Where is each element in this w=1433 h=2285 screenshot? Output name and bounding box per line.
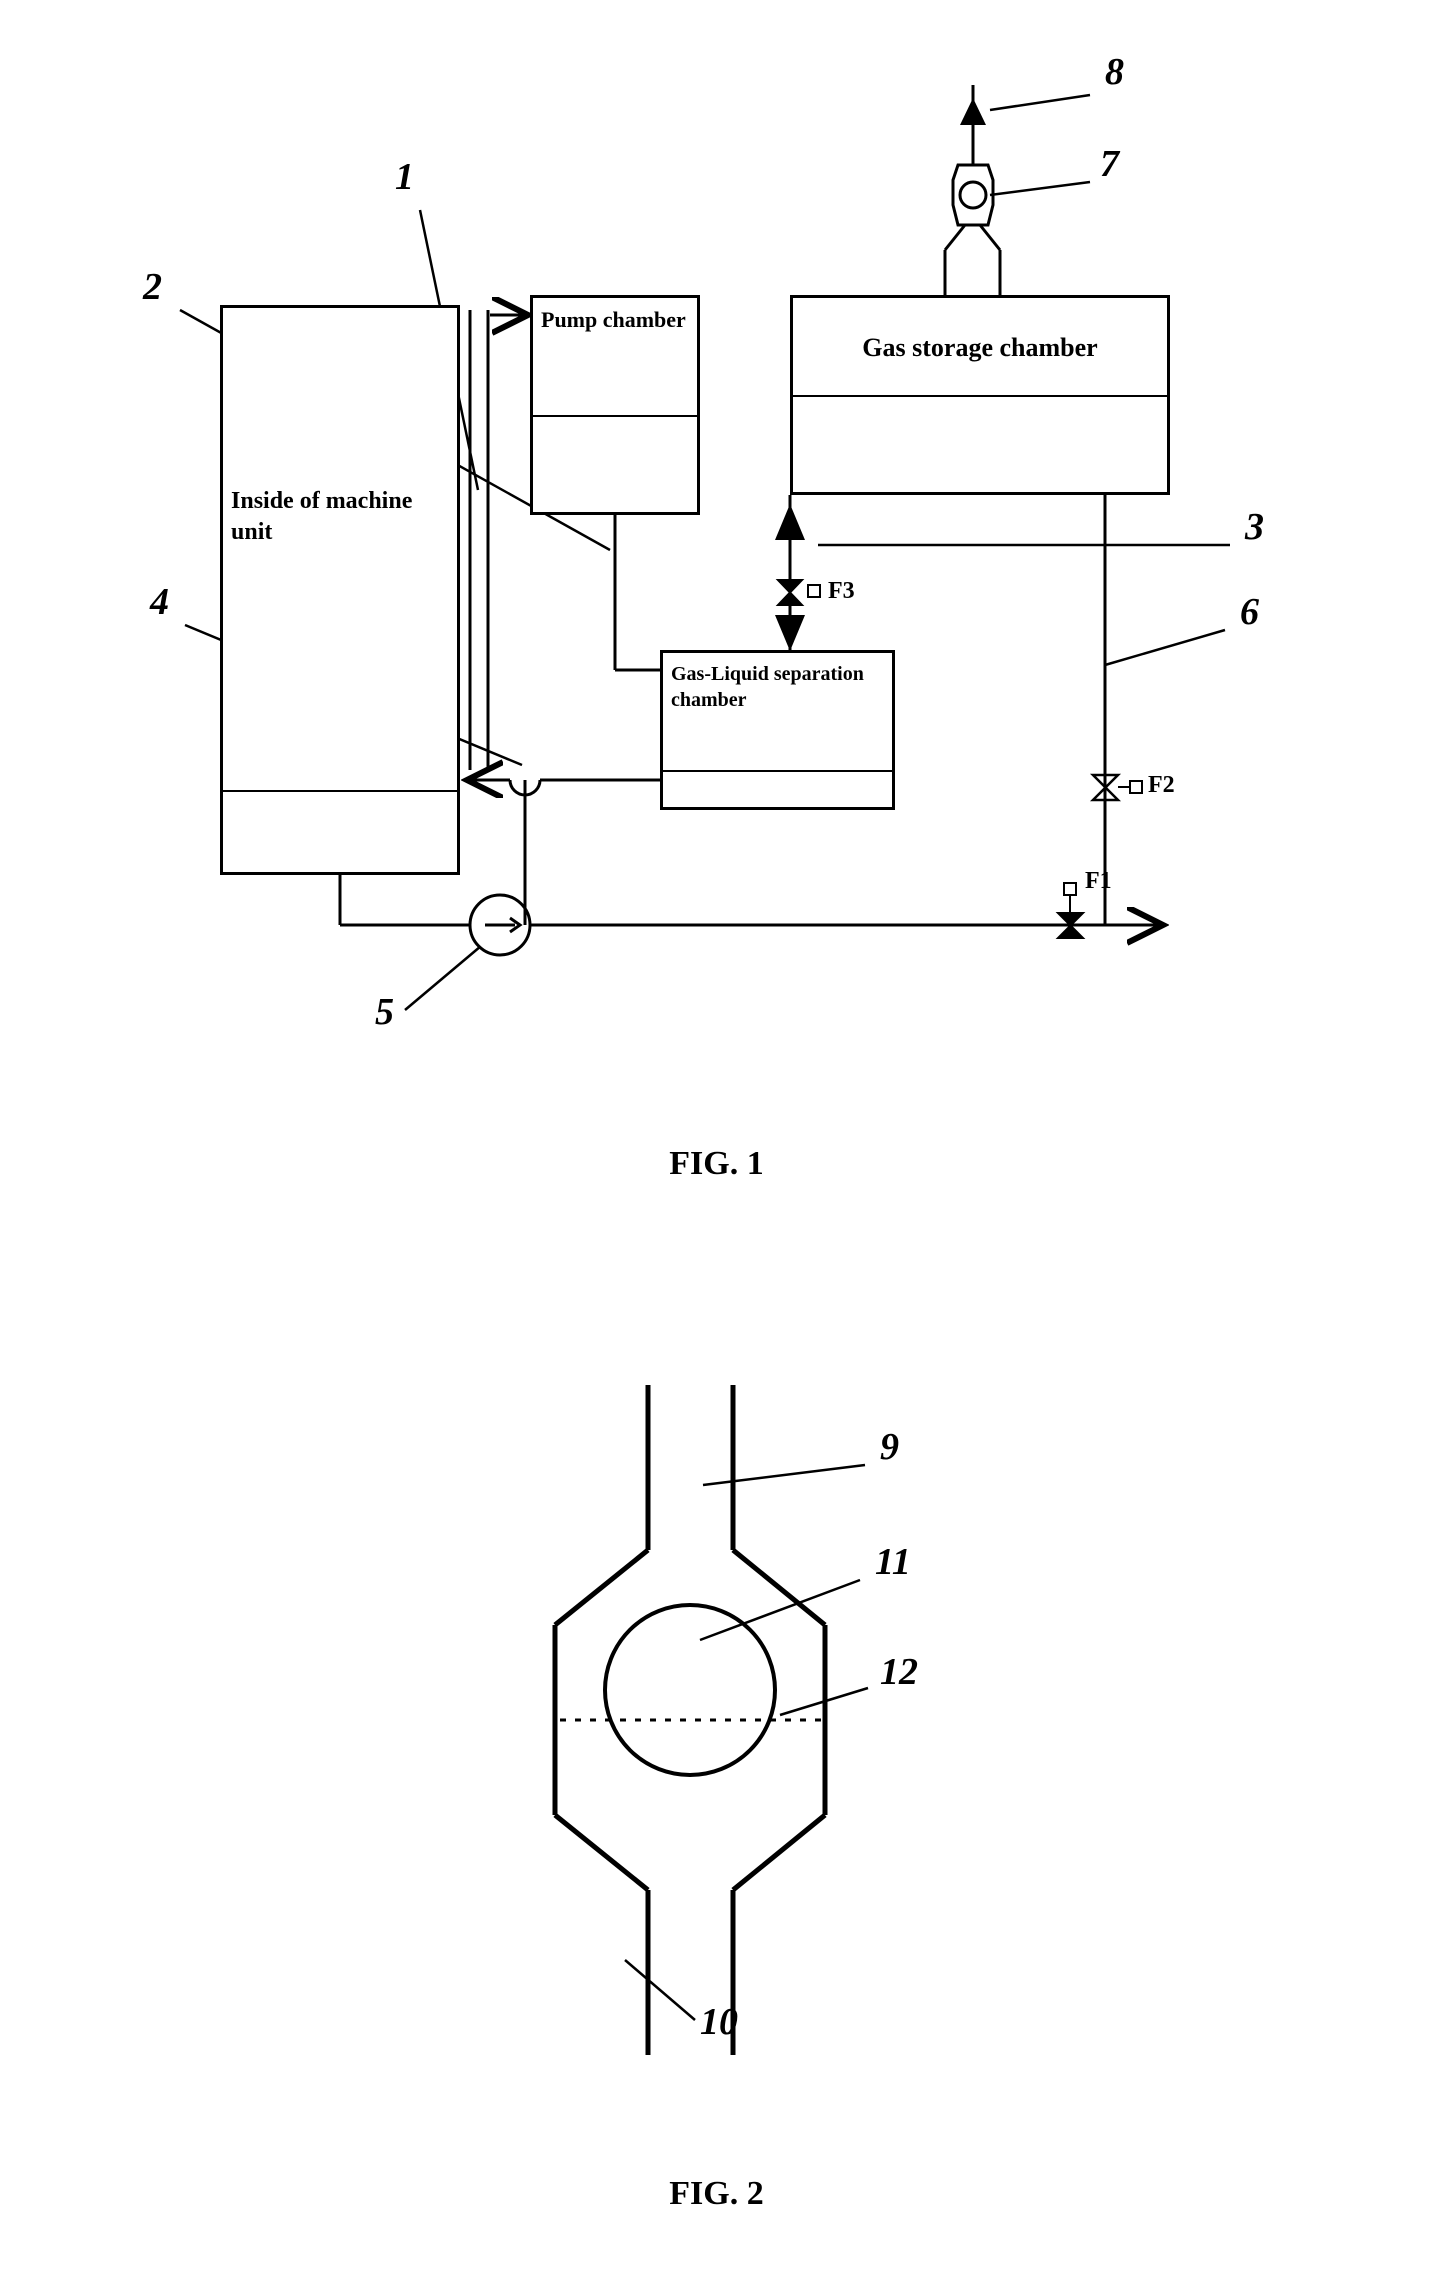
ref-12: 12 — [880, 1650, 918, 1694]
ref-9: 9 — [880, 1425, 899, 1469]
ref-10: 10 — [700, 2000, 738, 2044]
figure-2: 9 10 11 12 — [0, 0, 1433, 2150]
ref-11: 11 — [875, 1540, 911, 1584]
figure-2-caption: FIG. 2 — [0, 2175, 1433, 2213]
figure-2-lines — [0, 0, 1433, 2150]
